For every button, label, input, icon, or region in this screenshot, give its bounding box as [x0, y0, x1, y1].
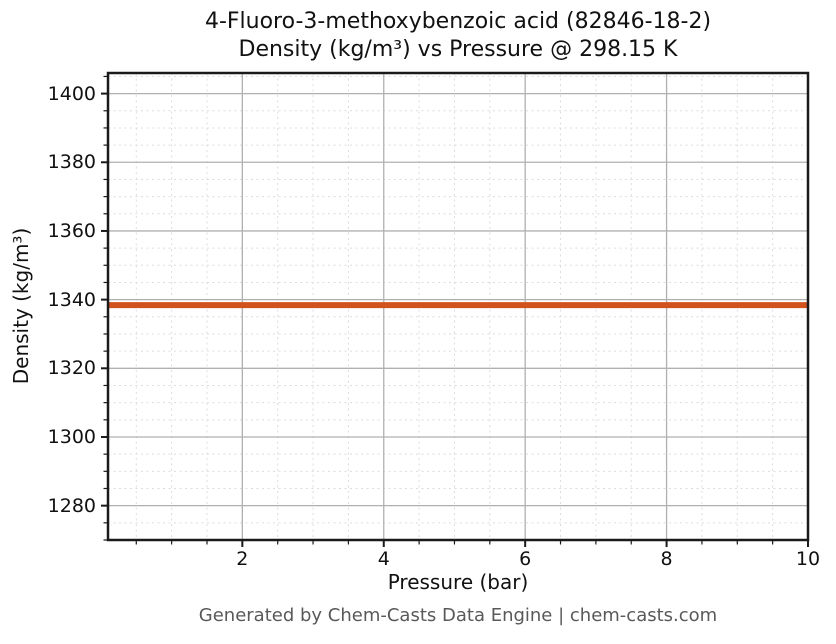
chart-title-line1: 4-Fluoro-3-methoxybenzoic acid (82846-18… — [204, 9, 712, 34]
y-tick-label: 1320 — [47, 357, 96, 380]
axes-spines — [106, 71, 810, 542]
footer-credit: Generated by Chem-Casts Data Engine | ch… — [198, 605, 718, 626]
x-tick-label: 10 — [795, 548, 821, 570]
y-tick-label: 1400 — [47, 82, 96, 105]
x-tick-label: 2 — [236, 548, 249, 570]
y-tick-label: 1360 — [47, 219, 96, 242]
chart-title: 4-Fluoro-3-methoxybenzoic acid (82846-18… — [108, 8, 808, 64]
y-tick-label: 1340 — [47, 288, 96, 311]
plot-area: 2 4 6 8 10 1280 1300 1320 1340 1360 1380 1400 — [48, 71, 820, 570]
y-tick-label: 1280 — [47, 494, 96, 517]
y-axis-label: Density (kg/m³) — [9, 227, 33, 385]
chart-title-line2: Density (kg/m³) vs Pressure @ 298.15 K — [238, 37, 678, 62]
plot-canvas — [101, 71, 810, 547]
x-tick-label: 6 — [519, 548, 532, 570]
x-axis-label: Pressure (bar) — [387, 570, 529, 594]
y-tick-label: 1300 — [47, 425, 96, 448]
x-tick-label: 8 — [660, 548, 673, 570]
y-tick-label: 1380 — [47, 151, 96, 174]
x-tick-label: 4 — [377, 548, 390, 570]
